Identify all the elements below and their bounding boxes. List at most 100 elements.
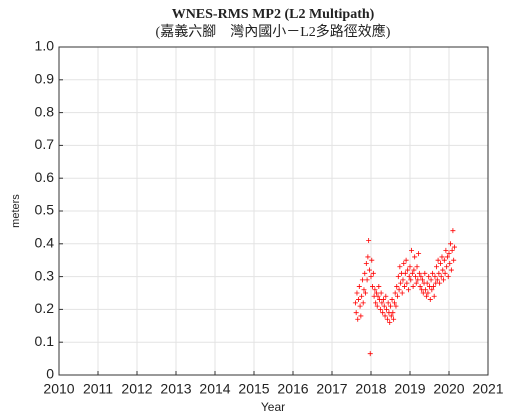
- data-point: [366, 238, 372, 244]
- data-point: [431, 293, 437, 299]
- data-point: [430, 270, 436, 276]
- data-point: [356, 283, 362, 289]
- data-point: [451, 257, 457, 263]
- y-tick-label: 0: [46, 366, 54, 382]
- data-point: [380, 310, 386, 316]
- data-point: [390, 310, 396, 316]
- data-point: [424, 280, 430, 286]
- data-point: [380, 297, 386, 303]
- x-tick-label: 2019: [394, 381, 425, 397]
- y-tick-label: 0.9: [35, 71, 55, 87]
- data-point: [388, 313, 394, 319]
- data-point: [439, 254, 445, 260]
- data-point: [377, 306, 383, 312]
- data-point: [393, 303, 399, 309]
- data-point: [418, 274, 424, 280]
- data-point: [383, 293, 389, 299]
- y-tick-label: 0.1: [35, 333, 55, 349]
- chart-title: WNES-RMS MP2 (L2 Multipath): [172, 7, 375, 22]
- data-point: [384, 306, 390, 312]
- data-point: [427, 297, 433, 303]
- data-point: [361, 287, 367, 293]
- data-point: [396, 287, 402, 293]
- data-point: [425, 290, 431, 296]
- data-point: [450, 228, 456, 234]
- data-point: [441, 257, 447, 263]
- chart-subtitle: (嘉義六腳 灣內國小－L2多路徑效應): [156, 23, 391, 40]
- data-point: [416, 270, 422, 276]
- data-point: [367, 351, 373, 357]
- data-point: [430, 283, 436, 289]
- data-point: [362, 270, 368, 276]
- data-point: [385, 300, 391, 306]
- data-point: [405, 267, 411, 273]
- data-point: [434, 277, 440, 283]
- data-point: [428, 277, 434, 283]
- data-point: [384, 316, 390, 322]
- data-point: [444, 254, 450, 260]
- data-point: [375, 293, 381, 299]
- data-point: [417, 283, 423, 289]
- data-point: [402, 283, 408, 289]
- data-point: [448, 267, 454, 273]
- data-point: [356, 297, 362, 303]
- data-point: [443, 247, 449, 253]
- data-point: [389, 297, 395, 303]
- data-point: [359, 277, 365, 283]
- data-point: [387, 320, 393, 326]
- data-point: [445, 274, 451, 280]
- data-point: [429, 287, 435, 293]
- x-tick-label: 2020: [433, 381, 464, 397]
- data-point: [373, 290, 379, 296]
- y-tick-label: 0.7: [35, 136, 55, 152]
- data-point: [416, 251, 422, 257]
- data-point: [409, 270, 415, 276]
- y-tick-label: 0.5: [35, 202, 55, 218]
- data-point: [436, 270, 442, 276]
- data-point: [395, 293, 401, 299]
- data-point: [409, 247, 415, 253]
- data-point: [410, 283, 416, 289]
- x-tick-label: 2010: [43, 381, 74, 397]
- y-tick-label: 0.6: [35, 169, 55, 185]
- data-point: [444, 264, 450, 270]
- data-point: [391, 316, 397, 322]
- data-point: [381, 303, 387, 309]
- data-point: [363, 260, 369, 266]
- y-tick-label: 0.4: [35, 235, 55, 251]
- data-point: [369, 257, 375, 263]
- data-point: [354, 290, 360, 296]
- data-point: [407, 264, 413, 270]
- data-point: [382, 313, 388, 319]
- y-tick-label: 0.3: [35, 267, 55, 283]
- plot-frame: [58, 46, 489, 376]
- data-point: [378, 290, 384, 296]
- x-tick-label: 2013: [160, 381, 191, 397]
- y-axis-label: meters: [10, 194, 22, 228]
- data-point: [415, 277, 421, 283]
- x-tick-label: 2021: [472, 381, 503, 397]
- data-point: [376, 283, 382, 289]
- data-point: [449, 247, 455, 253]
- data-point: [363, 290, 369, 296]
- data-point: [402, 270, 408, 276]
- y-tick-label: 1.0: [35, 38, 55, 54]
- x-axis-label: Year: [261, 400, 285, 414]
- data-point: [437, 280, 443, 286]
- data-point: [406, 274, 412, 280]
- data-point: [379, 300, 385, 306]
- x-tick-label: 2012: [121, 381, 152, 397]
- data-point: [420, 290, 426, 296]
- data-point: [366, 267, 372, 273]
- data-point: [412, 254, 418, 260]
- data-point: [364, 277, 370, 283]
- data-point: [412, 274, 418, 280]
- data-point: [403, 257, 409, 263]
- data-point: [370, 283, 376, 289]
- data-point: [400, 277, 406, 283]
- data-point: [414, 264, 420, 270]
- data-point: [432, 274, 438, 280]
- x-tick-label: 2018: [355, 381, 386, 397]
- data-point: [372, 287, 378, 293]
